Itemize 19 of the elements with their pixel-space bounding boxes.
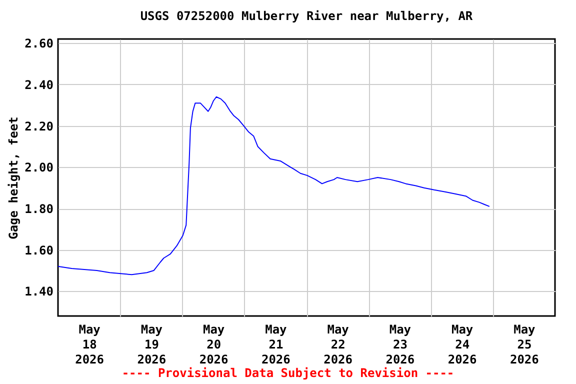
line-series (58, 96, 490, 276)
text: ---- Provisional Data Subject to Revision ---- (120, 366, 456, 380)
y-tick-label: 2.60 (24, 36, 54, 51)
x-tick-label: May 23 2026 (386, 322, 415, 366)
y-tick-label: 1.80 (24, 202, 54, 216)
x-tick-label: May 25 2026 (510, 322, 539, 366)
y-tick-label: 2.00 (24, 160, 54, 175)
chart-title: USGS 07252000 Mulberry River near Mulberry, AR (140, 9, 474, 24)
y-axis-title: Gage height, feet (6, 116, 21, 240)
x-tick-label: May 19 2026 (137, 322, 166, 366)
y-tick-label: 2.20 (24, 119, 54, 134)
y-tick-label: 2.40 (24, 78, 54, 92)
x-tick-label: May 22 2026 (324, 322, 353, 366)
x-tick-label: May 20 2026 (199, 322, 228, 366)
x-tick-label: May 18 2026 (75, 322, 104, 366)
x-tick-label: May 24 2026 (448, 322, 477, 366)
x-tick-label: May 21 2026 (261, 322, 290, 366)
y-tick-label: 1.40 (24, 284, 54, 299)
y-tick-label: 1.60 (24, 243, 54, 258)
